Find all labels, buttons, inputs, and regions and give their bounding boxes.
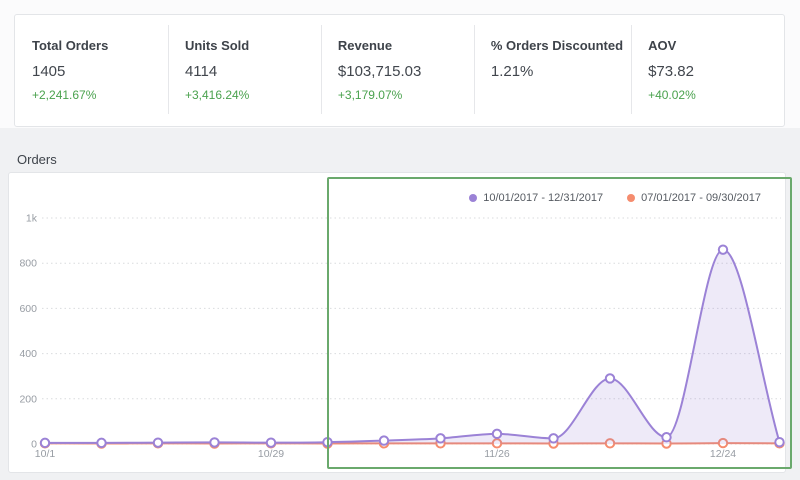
x-tick-label: 12/24 xyxy=(710,448,736,460)
data-point-marker[interactable] xyxy=(774,436,785,448)
stat-label: Total Orders xyxy=(32,38,109,53)
data-point-marker[interactable] xyxy=(717,437,729,449)
data-point-marker[interactable] xyxy=(491,438,503,449)
y-tick-label: 0 xyxy=(31,439,37,451)
data-point-marker[interactable] xyxy=(661,432,672,443)
series-current-period[interactable] xyxy=(39,244,785,449)
legend-dot-icon xyxy=(627,194,636,202)
stat-orders-discounted: % Orders Discounted 1.21% xyxy=(473,15,631,126)
y-tick-label: 1k xyxy=(26,213,38,225)
legend-item-previous-period[interactable]: 07/01/2017 - 09/30/2017 xyxy=(627,192,761,204)
x-tick-label: 10/29 xyxy=(258,448,284,460)
data-point-marker[interactable] xyxy=(322,436,333,448)
orders-area-chart[interactable]: 0 200 400 600 800 1k 10/1 10/29 11/26 12/24 xyxy=(9,173,787,474)
y-tick-label: 800 xyxy=(19,258,37,270)
data-point-marker[interactable] xyxy=(604,438,616,449)
data-point-marker[interactable] xyxy=(209,437,220,448)
orders-chart-card: 0 200 400 600 800 1k 10/1 10/29 11/26 12/24 10/01… xyxy=(8,172,786,473)
data-point-marker[interactable] xyxy=(265,437,277,448)
chart-title: Orders xyxy=(17,152,57,167)
stat-aov: AOV $73.82 +40.02% xyxy=(631,15,784,126)
y-tick-label: 600 xyxy=(19,303,37,315)
stat-units-sold: Units Sold 4114 +3,416.24% xyxy=(167,15,321,126)
stat-label: Revenue xyxy=(337,38,393,53)
legend-label: 10/01/2017 - 12/31/2017 xyxy=(483,192,604,204)
data-point-marker[interactable] xyxy=(96,437,107,449)
stat-value: $103,715.03 xyxy=(337,63,422,80)
data-point-marker[interactable] xyxy=(435,433,446,444)
x-axis-labels: 10/1 10/29 11/26 12/24 xyxy=(35,448,737,460)
data-point-marker[interactable] xyxy=(39,437,51,449)
stat-value: 4114 xyxy=(184,63,218,80)
data-point-marker[interactable] xyxy=(378,435,390,446)
stat-total-orders: Total Orders 1405 +2,241.67% xyxy=(15,15,168,126)
data-point-marker[interactable] xyxy=(548,433,559,444)
stat-delta: +3,179.07% xyxy=(337,88,403,102)
stat-value: $73.82 xyxy=(648,63,694,80)
series-line xyxy=(44,248,781,444)
x-tick-label: 11/26 xyxy=(484,448,510,460)
stat-label: % Orders Discounted xyxy=(490,38,624,53)
legend-dot-icon xyxy=(469,194,478,202)
stat-label: Units Sold xyxy=(184,38,250,53)
stat-value: 1405 xyxy=(32,63,66,80)
legend-item-current-period[interactable]: 10/01/2017 - 12/31/2017 xyxy=(469,192,603,204)
legend-label: 07/01/2017 - 09/30/2017 xyxy=(641,192,761,204)
x-tick-label: 10/1 xyxy=(35,448,56,460)
stat-revenue: Revenue $103,715.03 +3,179.07% xyxy=(320,15,474,126)
stat-delta: +2,241.67% xyxy=(32,88,97,102)
series-area xyxy=(45,249,780,444)
chart-legend: 10/01/2017 - 12/31/2017 07/01/2017 - 09/3… xyxy=(469,192,761,204)
y-tick-label: 200 xyxy=(19,393,37,405)
stat-value: 1.21% xyxy=(490,63,534,80)
y-tick-label: 400 xyxy=(19,348,37,360)
stat-label: AOV xyxy=(648,38,677,53)
stat-delta: +40.02% xyxy=(648,88,696,102)
y-grid: 0 200 400 600 800 1k xyxy=(19,213,781,451)
data-point-marker[interactable] xyxy=(717,244,729,255)
data-point-marker[interactable] xyxy=(604,373,616,384)
kpi-stats-bar: Total Orders 1405 +2,241.67% Units Sold 4114… xyxy=(14,14,785,127)
data-point-marker[interactable] xyxy=(491,428,503,440)
data-point-marker[interactable] xyxy=(152,437,164,448)
stat-delta: +3,416.24% xyxy=(184,88,250,102)
